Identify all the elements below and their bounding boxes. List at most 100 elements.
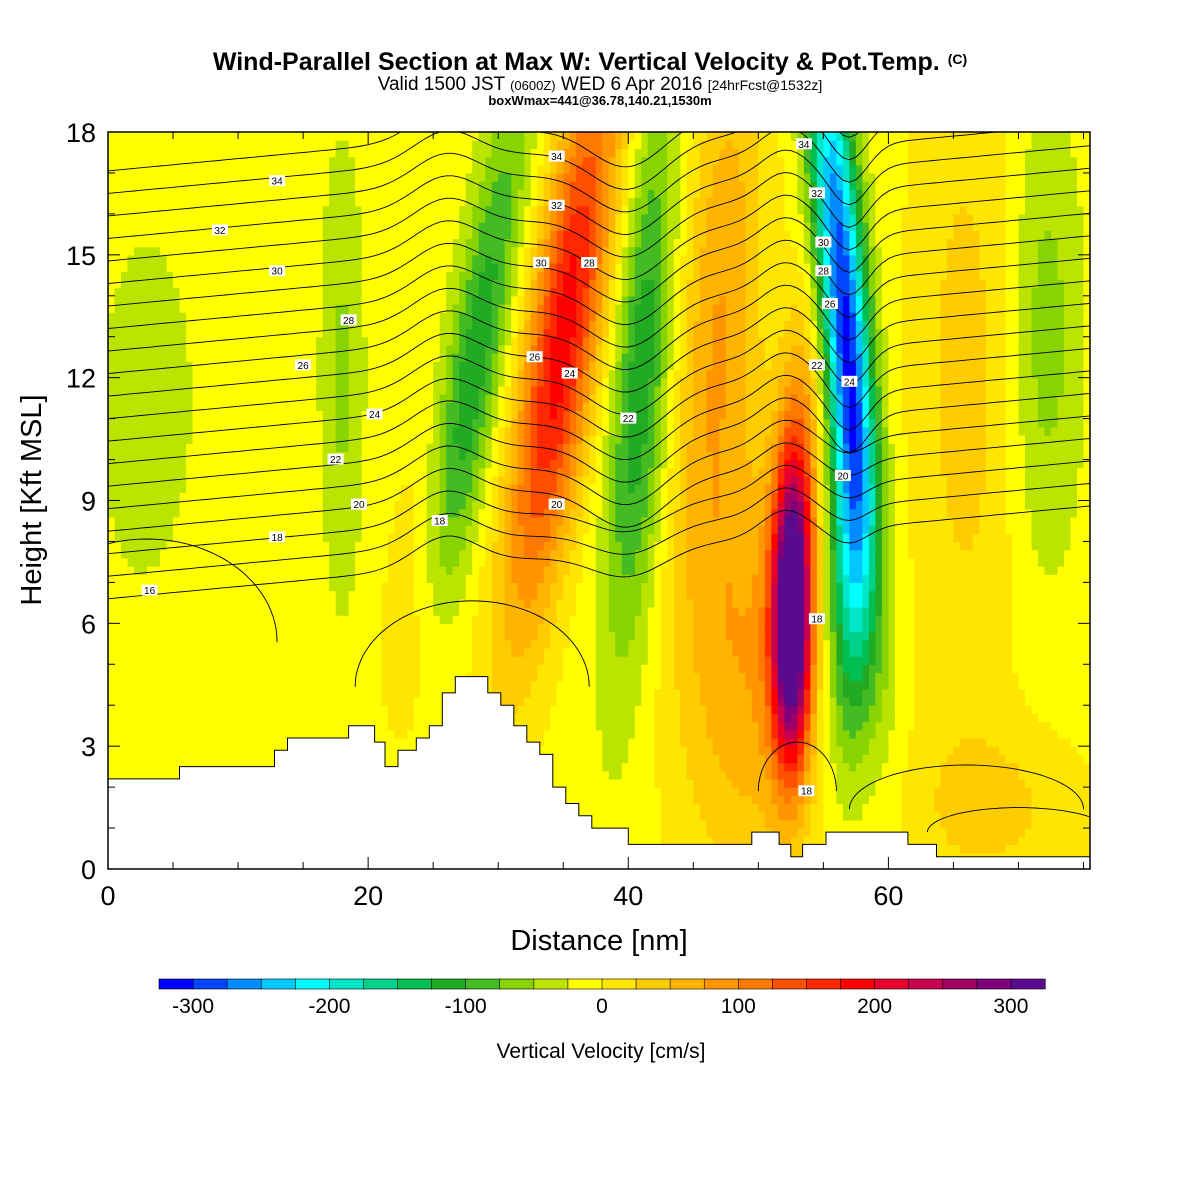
velocity-cell (608, 754, 616, 764)
velocity-cell (706, 836, 714, 846)
velocity-cell (1070, 664, 1078, 674)
velocity-cell (901, 746, 909, 755)
velocity-cell (758, 737, 766, 747)
velocity-cell (628, 664, 636, 674)
velocity-cell (803, 754, 811, 764)
velocity-cell (602, 656, 610, 665)
velocity-cell (725, 729, 733, 739)
velocity-cell (387, 639, 395, 649)
velocity-cell (732, 672, 740, 682)
velocity-cell (621, 737, 629, 747)
velocity-cell (576, 623, 584, 633)
velocity-cell (153, 770, 161, 780)
velocity-cell (686, 754, 694, 764)
velocity-cell (173, 770, 181, 780)
velocity-cell (1018, 811, 1026, 821)
velocity-cell (992, 803, 1000, 813)
velocity-cell (173, 639, 181, 649)
velocity-cell (1063, 672, 1072, 682)
velocity-cell (868, 795, 876, 805)
velocity-cell (725, 770, 733, 780)
velocity-cell (953, 844, 961, 854)
velocity-cell (647, 606, 655, 616)
velocity-cell (368, 647, 376, 657)
velocity-cell (751, 795, 759, 805)
velocity-cell (589, 803, 597, 813)
velocity-cell (563, 787, 571, 796)
velocity-cell (556, 680, 564, 690)
velocity-cell (953, 803, 961, 813)
velocity-cell (875, 729, 883, 739)
velocity-cell (576, 606, 584, 616)
velocity-cell (985, 746, 994, 755)
velocity-cell (1044, 762, 1052, 772)
velocity-cell (615, 819, 623, 829)
velocity-cell (946, 688, 955, 698)
velocity-cell (134, 729, 142, 739)
velocity-cell (348, 623, 356, 633)
velocity-cell (114, 729, 122, 739)
velocity-cell (173, 606, 181, 616)
velocity-cell (472, 656, 480, 665)
velocity-cell (1018, 672, 1026, 682)
velocity-cell (530, 631, 538, 641)
velocity-cell (459, 639, 467, 649)
velocity-cell (478, 647, 486, 657)
velocity-cell (680, 631, 688, 641)
velocity-cell (875, 647, 883, 657)
velocity-cell (634, 615, 642, 624)
velocity-cell (907, 639, 916, 649)
velocity-cell (530, 688, 538, 698)
velocity-cell (582, 713, 590, 723)
velocity-cell (394, 721, 402, 731)
velocity-cell (218, 737, 226, 747)
velocity-cell (732, 746, 740, 755)
velocity-cell (173, 705, 181, 715)
velocity-cell (244, 664, 252, 674)
velocity-cell (550, 615, 558, 624)
velocity-cell (894, 795, 902, 805)
velocity-cell (283, 664, 291, 674)
velocity-cell (803, 598, 811, 608)
velocity-cell (160, 770, 168, 780)
velocity-cell (998, 721, 1007, 731)
velocity-cell (387, 729, 395, 739)
velocity-cell (875, 656, 883, 665)
velocity-cell (797, 623, 805, 633)
velocity-cell (667, 639, 675, 649)
velocity-cell (699, 754, 707, 764)
velocity-cell (784, 721, 792, 731)
velocity-cell (1011, 746, 1020, 755)
velocity-cell (355, 639, 363, 649)
velocity-cell (602, 795, 610, 805)
velocity-cell (1031, 787, 1039, 796)
velocity-cell (901, 811, 909, 821)
velocity-cell (225, 672, 233, 682)
velocity-cell (1018, 787, 1026, 796)
velocity-cell (550, 746, 558, 755)
velocity-cell (654, 672, 662, 682)
velocity-cell (933, 606, 942, 616)
velocity-cell (992, 770, 1000, 780)
velocity-cell (1031, 811, 1039, 821)
velocity-cell (322, 639, 330, 649)
velocity-cell (855, 639, 863, 649)
velocity-cell (758, 787, 766, 796)
velocity-cell (1031, 697, 1039, 706)
velocity-cell (309, 598, 317, 608)
velocity-cell (543, 606, 551, 616)
velocity-cell (140, 746, 148, 755)
velocity-cell (569, 672, 577, 682)
velocity-cell (953, 778, 961, 788)
velocity-cell (849, 697, 857, 706)
velocity-cell (199, 721, 207, 731)
velocity-cell (998, 672, 1007, 682)
velocity-cell (823, 623, 831, 633)
velocity-cell (621, 705, 629, 715)
velocity-cell (582, 688, 590, 698)
velocity-cell (914, 836, 922, 846)
velocity-cell (927, 811, 935, 821)
velocity-cell (407, 697, 415, 706)
velocity-cell (680, 606, 688, 616)
velocity-cell (979, 762, 987, 772)
